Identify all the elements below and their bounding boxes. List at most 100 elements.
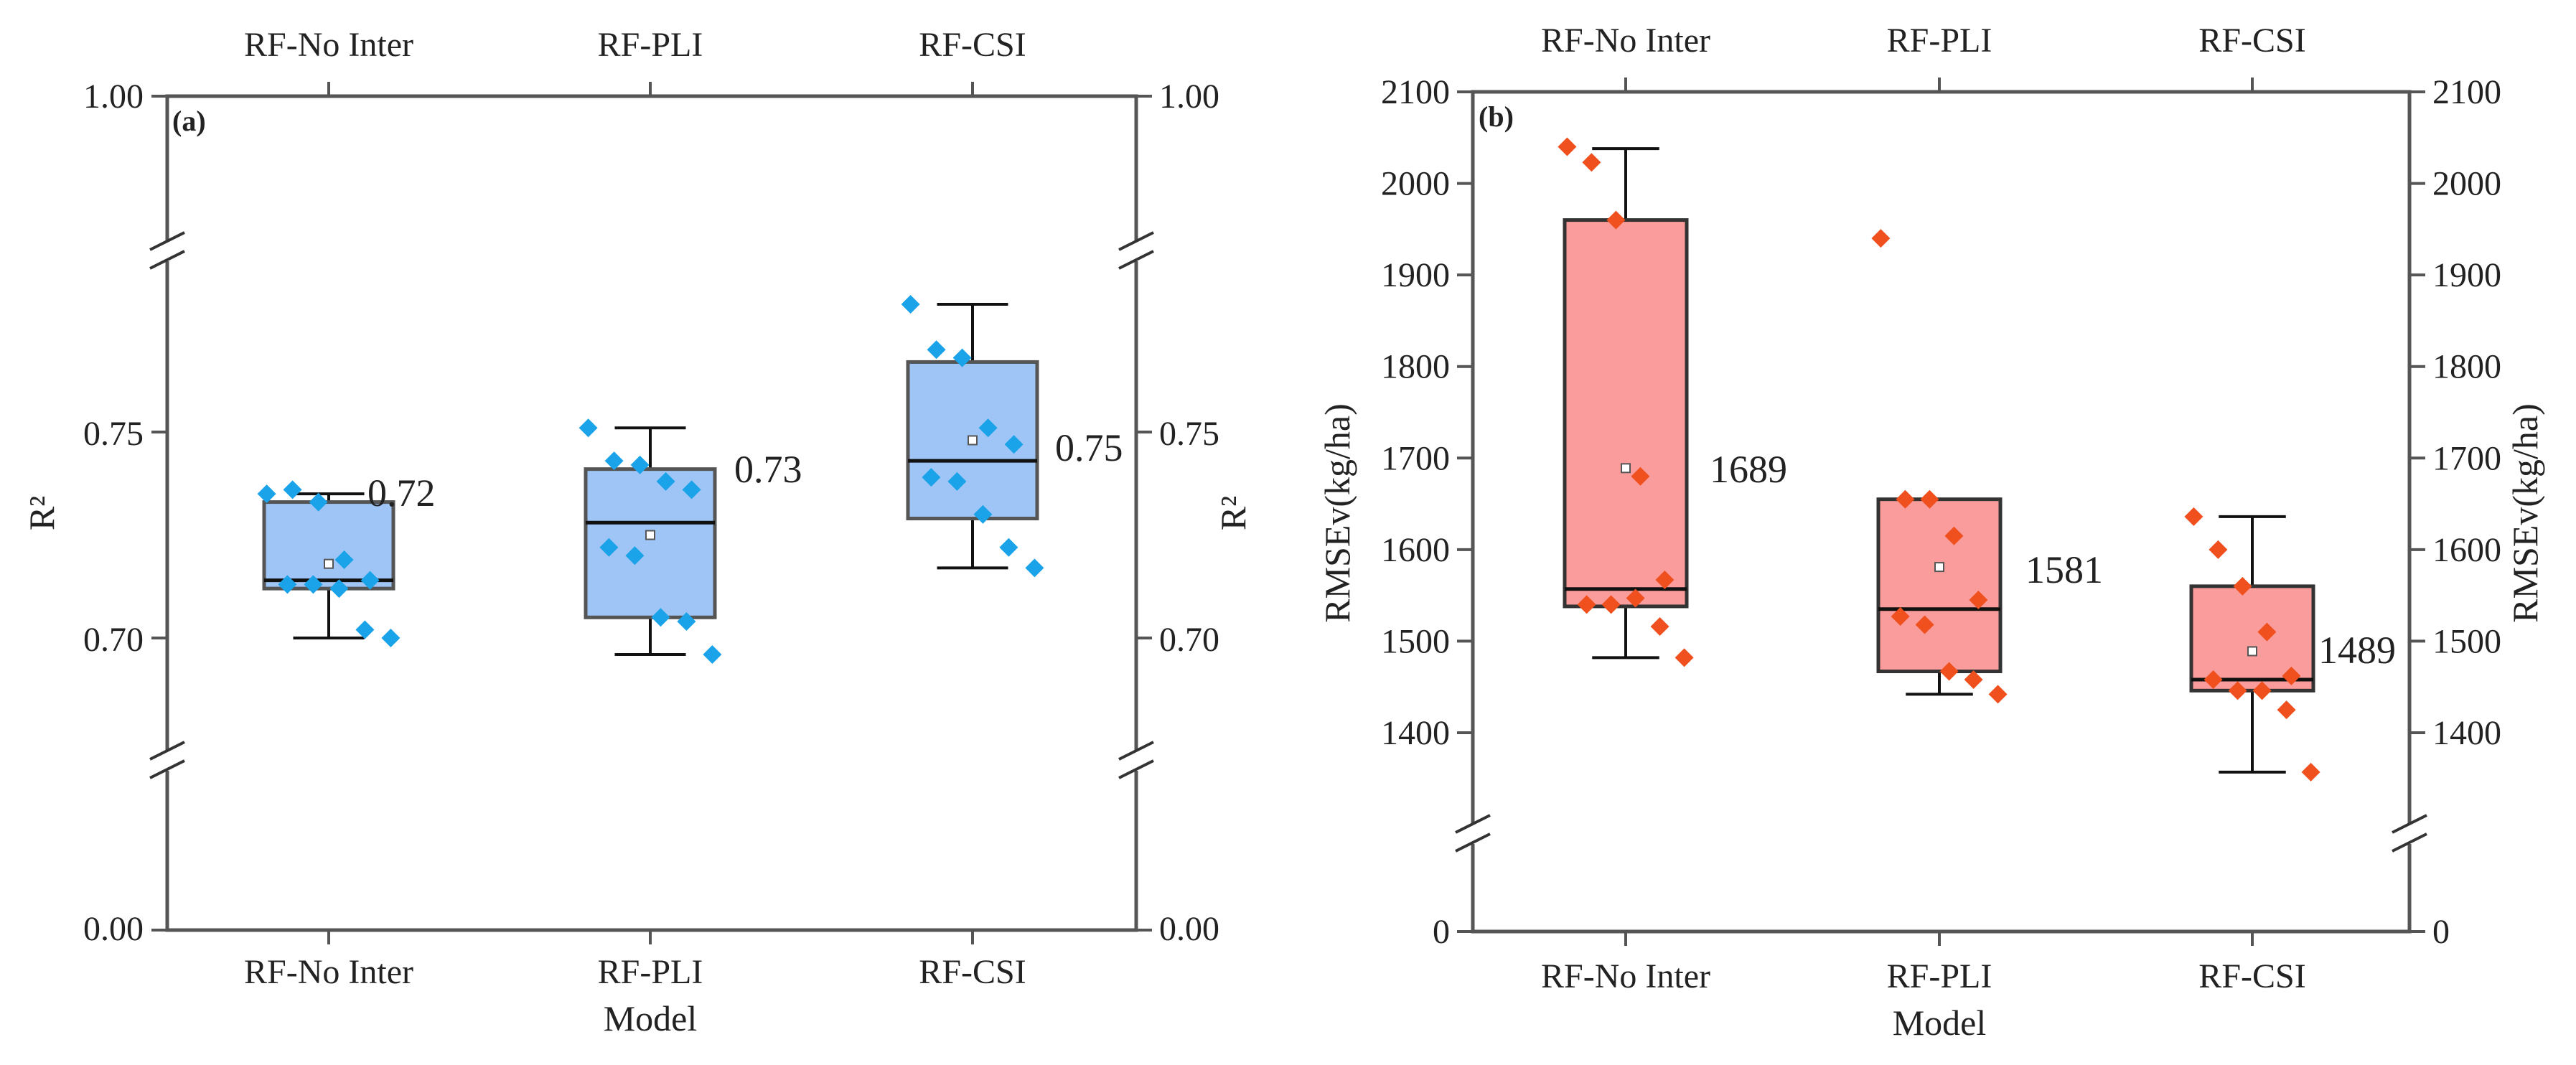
top-axis-a: RF-No Inter RF-PLI RF-CSI xyxy=(244,26,1026,64)
y-axis-title-a: R² xyxy=(22,496,62,530)
y-tick-label: 2100 xyxy=(1381,73,1450,111)
box-group xyxy=(257,480,401,647)
box-mean-marker xyxy=(324,558,334,569)
axis-break-mark xyxy=(1118,741,1154,761)
axis-break-mark xyxy=(149,250,185,270)
x-tick-label: RF-CSI xyxy=(2198,957,2305,995)
data-point xyxy=(922,468,941,487)
y-tick-label: 1600 xyxy=(1381,531,1450,569)
axis-break-gap xyxy=(161,241,173,261)
top-tick-label: RF-CSI xyxy=(2198,22,2305,60)
data-point xyxy=(579,418,598,438)
top-tick-label: RF-PLI xyxy=(1887,22,1992,60)
y-tick-label-right: 2100 xyxy=(2432,73,2501,111)
y-tick-label-right: 0.75 xyxy=(1159,415,1219,453)
y-axis-b: 0 0 1400 1400 1500 1500 1600 1600 1700 1700 1800 18… xyxy=(1381,73,2501,951)
mean-label: 1689 xyxy=(1710,448,1787,491)
data-point xyxy=(1631,466,1650,486)
data-point xyxy=(1655,570,1675,589)
axis-break-mark xyxy=(149,759,185,779)
data-point xyxy=(952,348,972,367)
data-point xyxy=(901,295,920,314)
box-mean-marker xyxy=(1934,562,1944,573)
axis-break-mark xyxy=(1455,832,1491,853)
axis-break-mark xyxy=(1118,759,1154,779)
axis-break-mark xyxy=(149,741,185,761)
axis-breaks-b xyxy=(1455,814,2427,853)
plot-frame-b xyxy=(1471,90,2412,934)
axis-break-mark xyxy=(1118,231,1154,251)
data-point xyxy=(1871,229,1891,248)
data-point xyxy=(999,538,1018,557)
mean-label: 0.73 xyxy=(734,448,802,491)
box-group xyxy=(2184,507,2320,782)
data-point xyxy=(1988,685,2008,704)
data-point xyxy=(1606,210,1626,230)
x-tick-label: RF-No Inter xyxy=(244,953,413,991)
data-point xyxy=(1915,615,1934,634)
x-axis-title-a: Model xyxy=(604,998,698,1038)
mean-label: 0.72 xyxy=(367,471,436,515)
mean-label: 1489 xyxy=(2318,629,2396,672)
top-axis-b: RF-No Inter RF-PLI RF-CSI xyxy=(1541,22,2306,60)
data-point xyxy=(1964,670,1983,690)
data-point xyxy=(2301,762,2320,782)
axis-break-gap xyxy=(1467,824,1479,844)
y-tick-label-right: 1500 xyxy=(2432,622,2501,660)
box-group xyxy=(1558,137,1694,667)
axis-break-gap xyxy=(2404,824,2415,844)
data-point xyxy=(1891,606,1910,626)
data-point xyxy=(651,608,670,627)
top-tick-label: RF-No Inter xyxy=(1541,22,1710,60)
y-tick-label-right: 1800 xyxy=(2432,348,2501,386)
data-point xyxy=(304,575,323,594)
data-point xyxy=(2282,666,2301,685)
data-point xyxy=(604,451,624,471)
x-tick-label: RF-No Inter xyxy=(1541,957,1710,995)
data-point xyxy=(1920,489,1939,509)
top-tick-label: RF-PLI xyxy=(598,26,703,64)
axis-break-gap xyxy=(161,751,173,771)
x-tick-label: RF-PLI xyxy=(1887,957,1992,995)
data-point xyxy=(309,492,328,512)
top-tick-label: RF-CSI xyxy=(919,26,1026,64)
y-tick-label: 0.00 xyxy=(83,910,144,948)
data-point xyxy=(625,546,645,566)
y-tick-label-right: 1.00 xyxy=(1159,78,1219,116)
tick-marks-b xyxy=(1457,78,2425,946)
axis-break-gap xyxy=(1130,241,1142,261)
y-tick-label-right: 2000 xyxy=(2432,165,2501,203)
data-point xyxy=(1939,662,1959,681)
data-point xyxy=(355,620,375,639)
boxes-a xyxy=(257,295,1044,664)
data-point xyxy=(973,505,993,524)
box-mean-marker xyxy=(1621,463,1631,474)
data-point xyxy=(2233,576,2252,596)
y-tick-label-right: 0.70 xyxy=(1159,621,1219,659)
data-point xyxy=(1025,558,1044,578)
panel-b: (b) RF-No Inter RF-PLI RF-CSI RF-No Inte… xyxy=(1317,22,2545,1043)
box-mean-marker xyxy=(2247,646,2257,657)
data-point xyxy=(2257,622,2277,642)
x-tick-label: RF-CSI xyxy=(919,953,1026,991)
y-tick-label-right: 1700 xyxy=(2432,439,2501,477)
boxes-b xyxy=(1558,137,2320,782)
data-point xyxy=(1601,595,1621,614)
axis-break-mark xyxy=(2392,832,2427,853)
axis-break-mark xyxy=(2392,814,2427,834)
data-point xyxy=(1582,153,1601,172)
data-point xyxy=(677,612,696,632)
x-tick-label: RF-PLI xyxy=(598,953,703,991)
box-group xyxy=(579,418,722,664)
y-tick-label-right: 0.00 xyxy=(1159,910,1219,948)
y-tick-label: 1.00 xyxy=(83,78,144,116)
data-point xyxy=(360,571,380,590)
y-tick-label: 1700 xyxy=(1381,439,1450,477)
y-axis-title-a-right: R² xyxy=(1213,496,1253,530)
data-point xyxy=(1004,435,1024,454)
data-point xyxy=(278,575,297,594)
data-point xyxy=(329,579,349,599)
data-point xyxy=(656,471,675,491)
data-point xyxy=(1969,591,1988,610)
